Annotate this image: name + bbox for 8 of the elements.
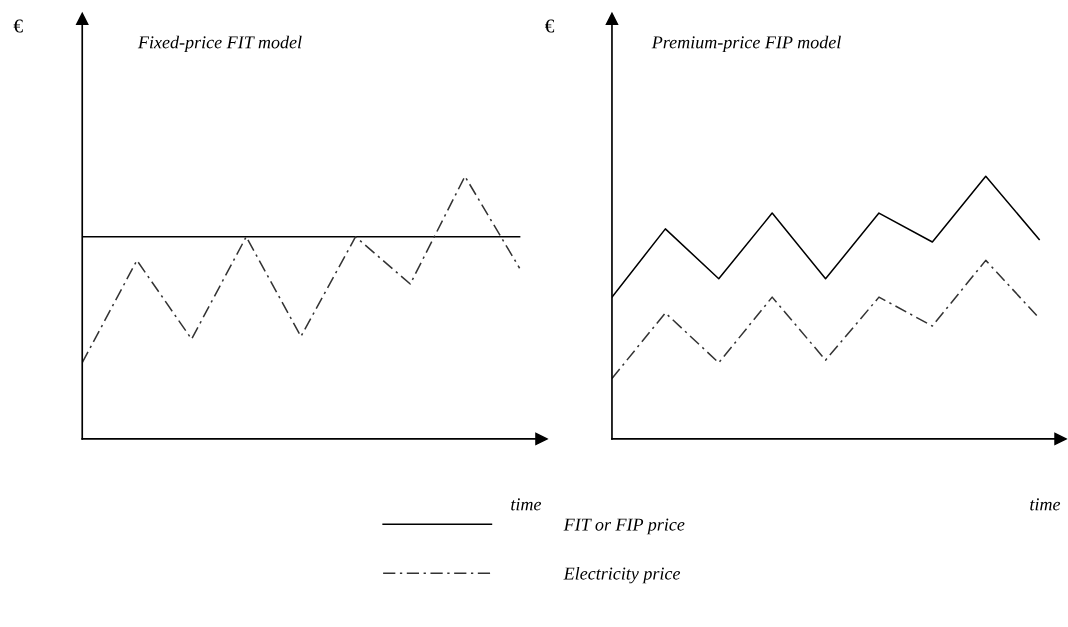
text: FIT or FIP price — [563, 518, 685, 535]
y-axis-title: € — [13, 19, 23, 33]
chart-title: Fixed-price FIT model — [137, 35, 302, 53]
y-axis-title: € — [544, 19, 555, 33]
x-axis-title: time — [511, 498, 542, 511]
x-axis-title: time — [1030, 498, 1061, 511]
chart-title: Premium-price FIP model — [651, 35, 841, 53]
text: Electricity price — [563, 566, 681, 584]
